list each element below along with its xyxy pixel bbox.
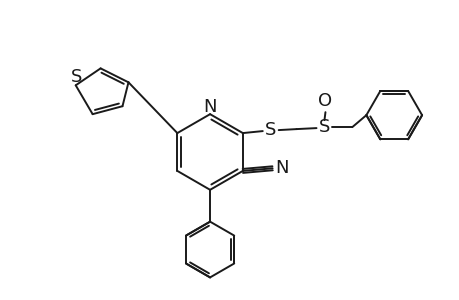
Text: N: N [203,98,216,116]
Text: S: S [264,121,276,139]
Text: N: N [274,159,288,177]
Text: O: O [318,92,332,110]
Text: S: S [318,118,330,136]
Text: S: S [71,68,82,86]
